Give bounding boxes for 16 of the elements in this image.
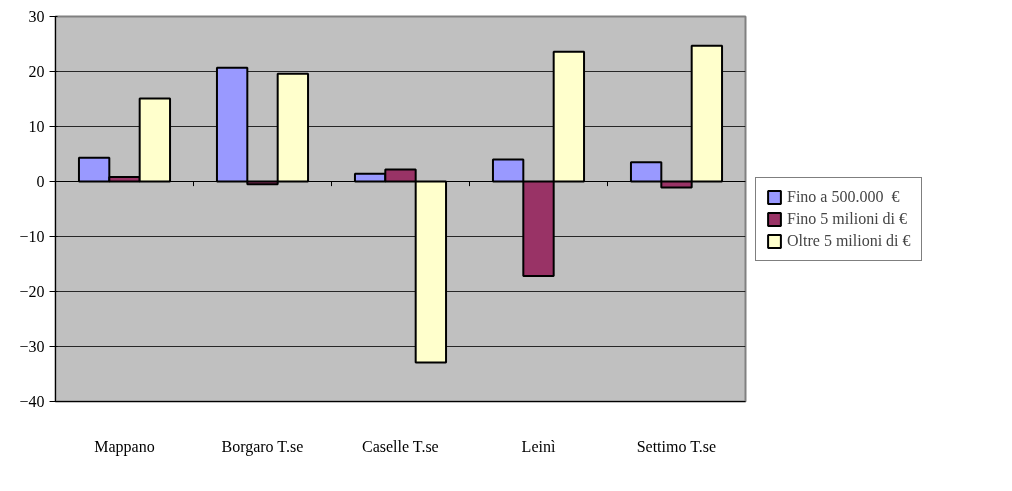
y-tick-label: −20 (19, 283, 45, 300)
x-tick-label: Mappano (94, 437, 155, 456)
legend-label: Oltre 5 milioni di € (787, 232, 911, 250)
legend-label: Fino a 500.000 € (787, 188, 900, 206)
x-tick-label: Borgaro T.se (221, 437, 304, 456)
y-tick-label: −10 (19, 228, 45, 245)
y-tick-label: −30 (19, 338, 45, 355)
x-tick-label: Caselle T.se (362, 437, 439, 455)
y-tick-label: 20 (28, 63, 45, 80)
y-tick-label: 0 (36, 173, 45, 190)
x-tick-label: Leinì (521, 437, 556, 455)
y-tick-label: −40 (19, 393, 45, 410)
y-tick-label: 10 (28, 118, 45, 135)
legend-label: Fino 5 milioni di € (787, 210, 908, 228)
x-tick-label: Settimo T.se (636, 437, 717, 455)
y-tick-label: 30 (28, 8, 45, 25)
